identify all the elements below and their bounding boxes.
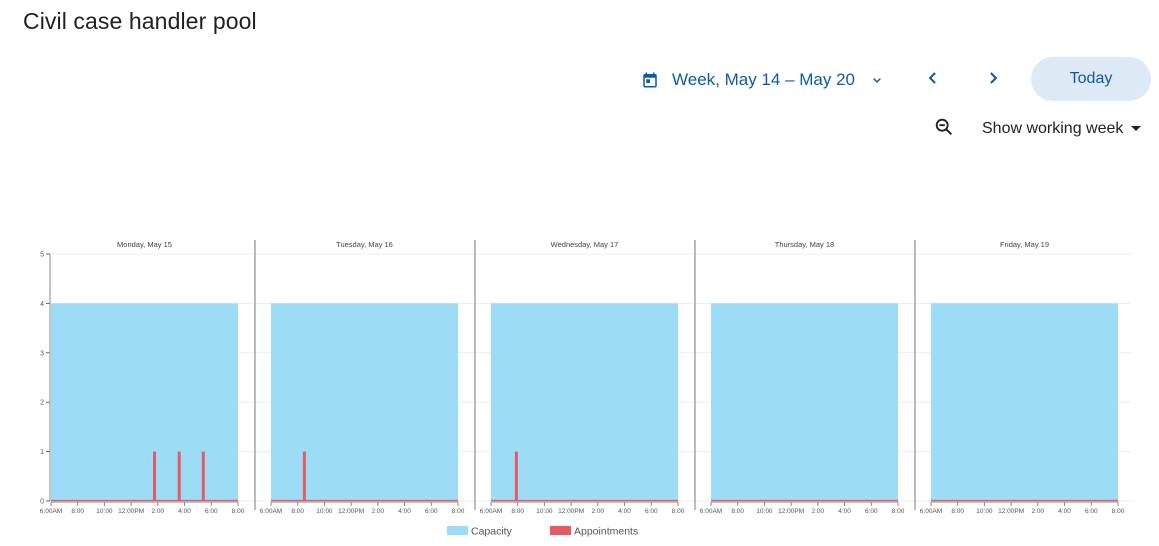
panel-title: Friday, May 19 (1000, 240, 1049, 249)
x-tick-label: 2:00 (592, 508, 605, 515)
x-tick-label: 12:00PM (778, 508, 804, 515)
appointment-bar (302, 451, 306, 501)
x-tick-label: 10:00 (756, 508, 773, 515)
calendar-icon (641, 71, 659, 89)
caret-down-icon (1131, 126, 1142, 132)
panel-title: Wednesday, May 17 (551, 240, 619, 249)
zoom-out-button[interactable] (932, 117, 956, 141)
legend-label: Capacity (471, 526, 513, 538)
x-tick-label: 2:00 (372, 508, 385, 515)
x-tick-label: 6:00 (425, 508, 438, 515)
x-tick-label: 8:00 (291, 508, 304, 515)
today-button[interactable]: Today (1031, 57, 1151, 101)
legend-swatch (550, 526, 571, 535)
legend-swatch (447, 526, 468, 535)
x-tick-label: 8:00 (731, 508, 744, 515)
x-tick-label: 8:00 (232, 508, 245, 515)
x-tick-label: 8:00 (892, 508, 905, 515)
x-tick-label: 8:00 (71, 508, 84, 515)
y-tick-label: 1 (40, 449, 44, 456)
x-tick-label: 6:00AM (260, 508, 282, 515)
capacity-area (51, 303, 238, 501)
capacity-area (711, 303, 898, 501)
chevron-left-icon (923, 68, 943, 93)
y-tick-label: 2 (40, 400, 44, 407)
x-tick-label: 12:00PM (998, 508, 1024, 515)
x-tick-label: 6:00 (1085, 508, 1098, 515)
view-select-label: Show working week (982, 120, 1124, 137)
legend-label: Appointments (574, 526, 638, 538)
x-tick-label: 12:00PM (558, 508, 584, 515)
x-tick-label: 2:00 (812, 508, 825, 515)
previous-week-button[interactable] (917, 64, 949, 96)
x-tick-label: 12:00PM (118, 508, 144, 515)
x-tick-label: 2:00 (1032, 508, 1045, 515)
x-tick-label: 4:00 (838, 508, 851, 515)
x-tick-label: 6:00AM (920, 508, 942, 515)
x-tick-label: 6:00AM (40, 508, 62, 515)
panel-title: Monday, May 15 (117, 240, 172, 249)
zoom-out-icon (933, 116, 955, 143)
x-tick-label: 6:00 (865, 508, 878, 515)
appointment-bar (514, 451, 518, 501)
x-tick-label: 2:00 (152, 508, 165, 515)
x-tick-label: 8:00 (452, 508, 465, 515)
panel-title: Thursday, May 18 (775, 240, 834, 249)
week-picker[interactable]: Week, May 14 – May 20 (641, 66, 885, 94)
capacity-area (491, 303, 678, 501)
y-tick-label: 3 (40, 350, 44, 357)
x-tick-label: 4:00 (178, 508, 191, 515)
view-select[interactable]: Show working week (982, 117, 1142, 141)
x-tick-label: 8:00 (1112, 508, 1125, 515)
x-tick-label: 8:00 (511, 508, 524, 515)
panel-title: Tuesday, May 16 (336, 240, 393, 249)
x-tick-label: 6:00AM (480, 508, 502, 515)
chevron-right-icon (983, 68, 1003, 93)
x-tick-label: 4:00 (1058, 508, 1071, 515)
y-tick-label: 0 (40, 499, 44, 506)
page-title: Civil case handler pool (23, 8, 257, 34)
appointment-bar (177, 451, 181, 501)
capacity-area (271, 303, 458, 501)
x-tick-label: 6:00 (645, 508, 658, 515)
x-tick-label: 6:00 (205, 508, 218, 515)
appointment-bar (201, 451, 205, 501)
x-tick-label: 10:00 (536, 508, 553, 515)
x-tick-label: 6:00AM (700, 508, 722, 515)
x-tick-label: 4:00 (398, 508, 411, 515)
x-tick-label: 8:00 (951, 508, 964, 515)
x-tick-label: 10:00 (316, 508, 333, 515)
chevron-down-icon (869, 72, 885, 88)
y-tick-label: 4 (40, 301, 44, 308)
capacity-area (931, 303, 1118, 501)
appointment-bar (153, 451, 157, 501)
y-tick-label: 5 (40, 252, 44, 259)
x-tick-label: 8:00 (672, 508, 685, 515)
x-tick-label: 10:00 (96, 508, 113, 515)
x-tick-label: 10:00 (976, 508, 993, 515)
x-tick-label: 12:00PM (338, 508, 364, 515)
week-label: Week, May 14 – May 20 (672, 70, 855, 89)
x-tick-label: 4:00 (618, 508, 631, 515)
next-week-button[interactable] (977, 64, 1009, 96)
